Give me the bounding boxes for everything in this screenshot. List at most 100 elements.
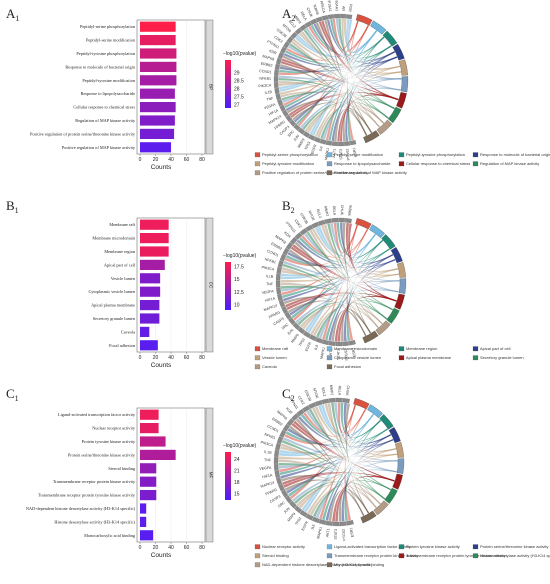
gene-label: BCL2 bbox=[288, 19, 297, 28]
bar bbox=[140, 409, 159, 420]
legend-label: Histone deacetylase activity (H3-K14 spe… bbox=[480, 553, 550, 558]
gene-arc bbox=[335, 397, 343, 403]
gene-label: MMP9 bbox=[290, 333, 300, 344]
gene-arc bbox=[282, 247, 290, 256]
legend-swatch bbox=[254, 346, 261, 352]
category-label: Membrane raft bbox=[109, 222, 135, 227]
gene-label: ERBB2 bbox=[271, 417, 283, 427]
legend-label: Regulation of MAP kinase activity bbox=[480, 161, 539, 166]
gene-label: HIF1A bbox=[265, 296, 276, 303]
bar bbox=[140, 490, 157, 501]
legend-label: Steroid binding bbox=[262, 553, 289, 558]
category-label: Ligand-activated transcription factor ac… bbox=[58, 412, 136, 417]
gene-arc bbox=[299, 228, 308, 236]
chord-ribbon bbox=[286, 434, 392, 494]
category-label: Vesicle lumen bbox=[111, 276, 136, 281]
gene-arc bbox=[315, 16, 323, 23]
chord-ribbon bbox=[312, 305, 383, 337]
gene-arc bbox=[274, 449, 280, 458]
chord-ribbon bbox=[295, 289, 399, 324]
chord-ribbon bbox=[280, 439, 394, 479]
chord-ribbon bbox=[285, 56, 398, 111]
bar bbox=[140, 21, 176, 32]
bar bbox=[140, 313, 160, 324]
gene-arc bbox=[311, 221, 320, 229]
colorbar-tick-label: 18 bbox=[234, 480, 240, 486]
chord-ribbon bbox=[292, 102, 373, 134]
x-tick-label: 0 bbox=[139, 355, 142, 361]
colorbar-tick-label: 15 bbox=[234, 277, 240, 283]
chord-ribbon bbox=[300, 87, 401, 129]
category-label: Response to lipopolysaccharide bbox=[81, 91, 136, 96]
gene-arc bbox=[302, 405, 311, 413]
panel-label-C1: C1 bbox=[6, 386, 19, 403]
category-label: Secretory granule lumen bbox=[93, 316, 136, 321]
term-arc bbox=[398, 59, 408, 76]
chord-ribbon bbox=[279, 51, 395, 72]
chord-ribbon bbox=[288, 419, 381, 497]
term-arc bbox=[376, 119, 393, 135]
legend-swatch bbox=[326, 364, 333, 370]
gene-arc bbox=[313, 136, 321, 143]
gene-label: MAPK8 bbox=[276, 410, 288, 421]
category-label: Positive regulation of MAP kinase activi… bbox=[62, 145, 136, 150]
gene-arc bbox=[278, 299, 286, 308]
chord-ribbon bbox=[287, 100, 368, 136]
category-label: Membrane microdomain bbox=[92, 236, 135, 241]
gene-arc bbox=[293, 123, 301, 131]
legend-label: Response to molecule of bacterial origin bbox=[480, 152, 550, 157]
chord-ribbon bbox=[301, 228, 368, 258]
gene-label: TP53 bbox=[304, 141, 311, 150]
gene-arc bbox=[346, 520, 354, 526]
colorbar-tick-label: 27.5 bbox=[234, 94, 244, 100]
term-arc bbox=[396, 458, 405, 474]
bar bbox=[140, 516, 147, 527]
legend-swatch bbox=[326, 544, 333, 550]
chord-ribbon bbox=[280, 268, 399, 283]
chord-ribbon bbox=[279, 428, 388, 476]
gene-label: CHUK bbox=[340, 205, 344, 216]
term-arc bbox=[394, 293, 405, 310]
category-label: Cellular response to chemical stress bbox=[73, 105, 135, 110]
gene-arc bbox=[315, 337, 323, 344]
gene-label: IKBKB bbox=[347, 205, 352, 217]
legend-label: Positive regulation of protein serine/th… bbox=[262, 170, 368, 175]
gene-label: IL1B bbox=[266, 274, 274, 279]
chord-ribbon bbox=[309, 229, 383, 325]
chord-ribbon bbox=[297, 301, 388, 326]
legend-label: NAD-dependent histone deacetylase activi… bbox=[262, 562, 373, 567]
x-tick-label: 40 bbox=[168, 545, 174, 551]
gene-arc bbox=[278, 483, 285, 492]
gene-arc bbox=[328, 397, 336, 403]
gene-arc bbox=[302, 131, 311, 138]
bar bbox=[140, 340, 158, 351]
gene-arc bbox=[338, 141, 344, 147]
category-label: Steroid binding bbox=[108, 466, 135, 471]
bar bbox=[140, 449, 176, 460]
legend-label: Peptidyl-tyrosine modification bbox=[262, 161, 314, 166]
gene-label: IKBKB bbox=[312, 4, 319, 16]
chord-ribbon bbox=[287, 428, 392, 448]
legend-label: Membrane region bbox=[406, 346, 437, 351]
chord-ribbon bbox=[279, 65, 401, 95]
gene-label: PTPN11 bbox=[285, 221, 297, 234]
gene-label: MTOR bbox=[312, 388, 319, 400]
gene-arc bbox=[277, 52, 284, 59]
term-arc bbox=[367, 404, 383, 419]
legend-swatch bbox=[398, 553, 405, 559]
gene-arc bbox=[276, 477, 283, 485]
gene-label: CHUK bbox=[345, 385, 350, 396]
category-label: Membrane region bbox=[104, 249, 136, 254]
legend-label: Nuclear receptor activity bbox=[262, 544, 305, 549]
gene-label: AKT1 bbox=[325, 528, 330, 537]
term-arc bbox=[395, 442, 404, 458]
x-tick-label: 60 bbox=[184, 545, 190, 551]
gene-arc bbox=[274, 470, 281, 479]
term-arc bbox=[396, 92, 407, 109]
legend-label: Response to lipopolysaccharide bbox=[334, 161, 391, 166]
gene-label: MTOR bbox=[307, 210, 315, 222]
legend-swatch bbox=[472, 161, 479, 167]
gene-arc bbox=[308, 134, 316, 141]
gene-label: CYP19A1 bbox=[326, 0, 332, 12]
